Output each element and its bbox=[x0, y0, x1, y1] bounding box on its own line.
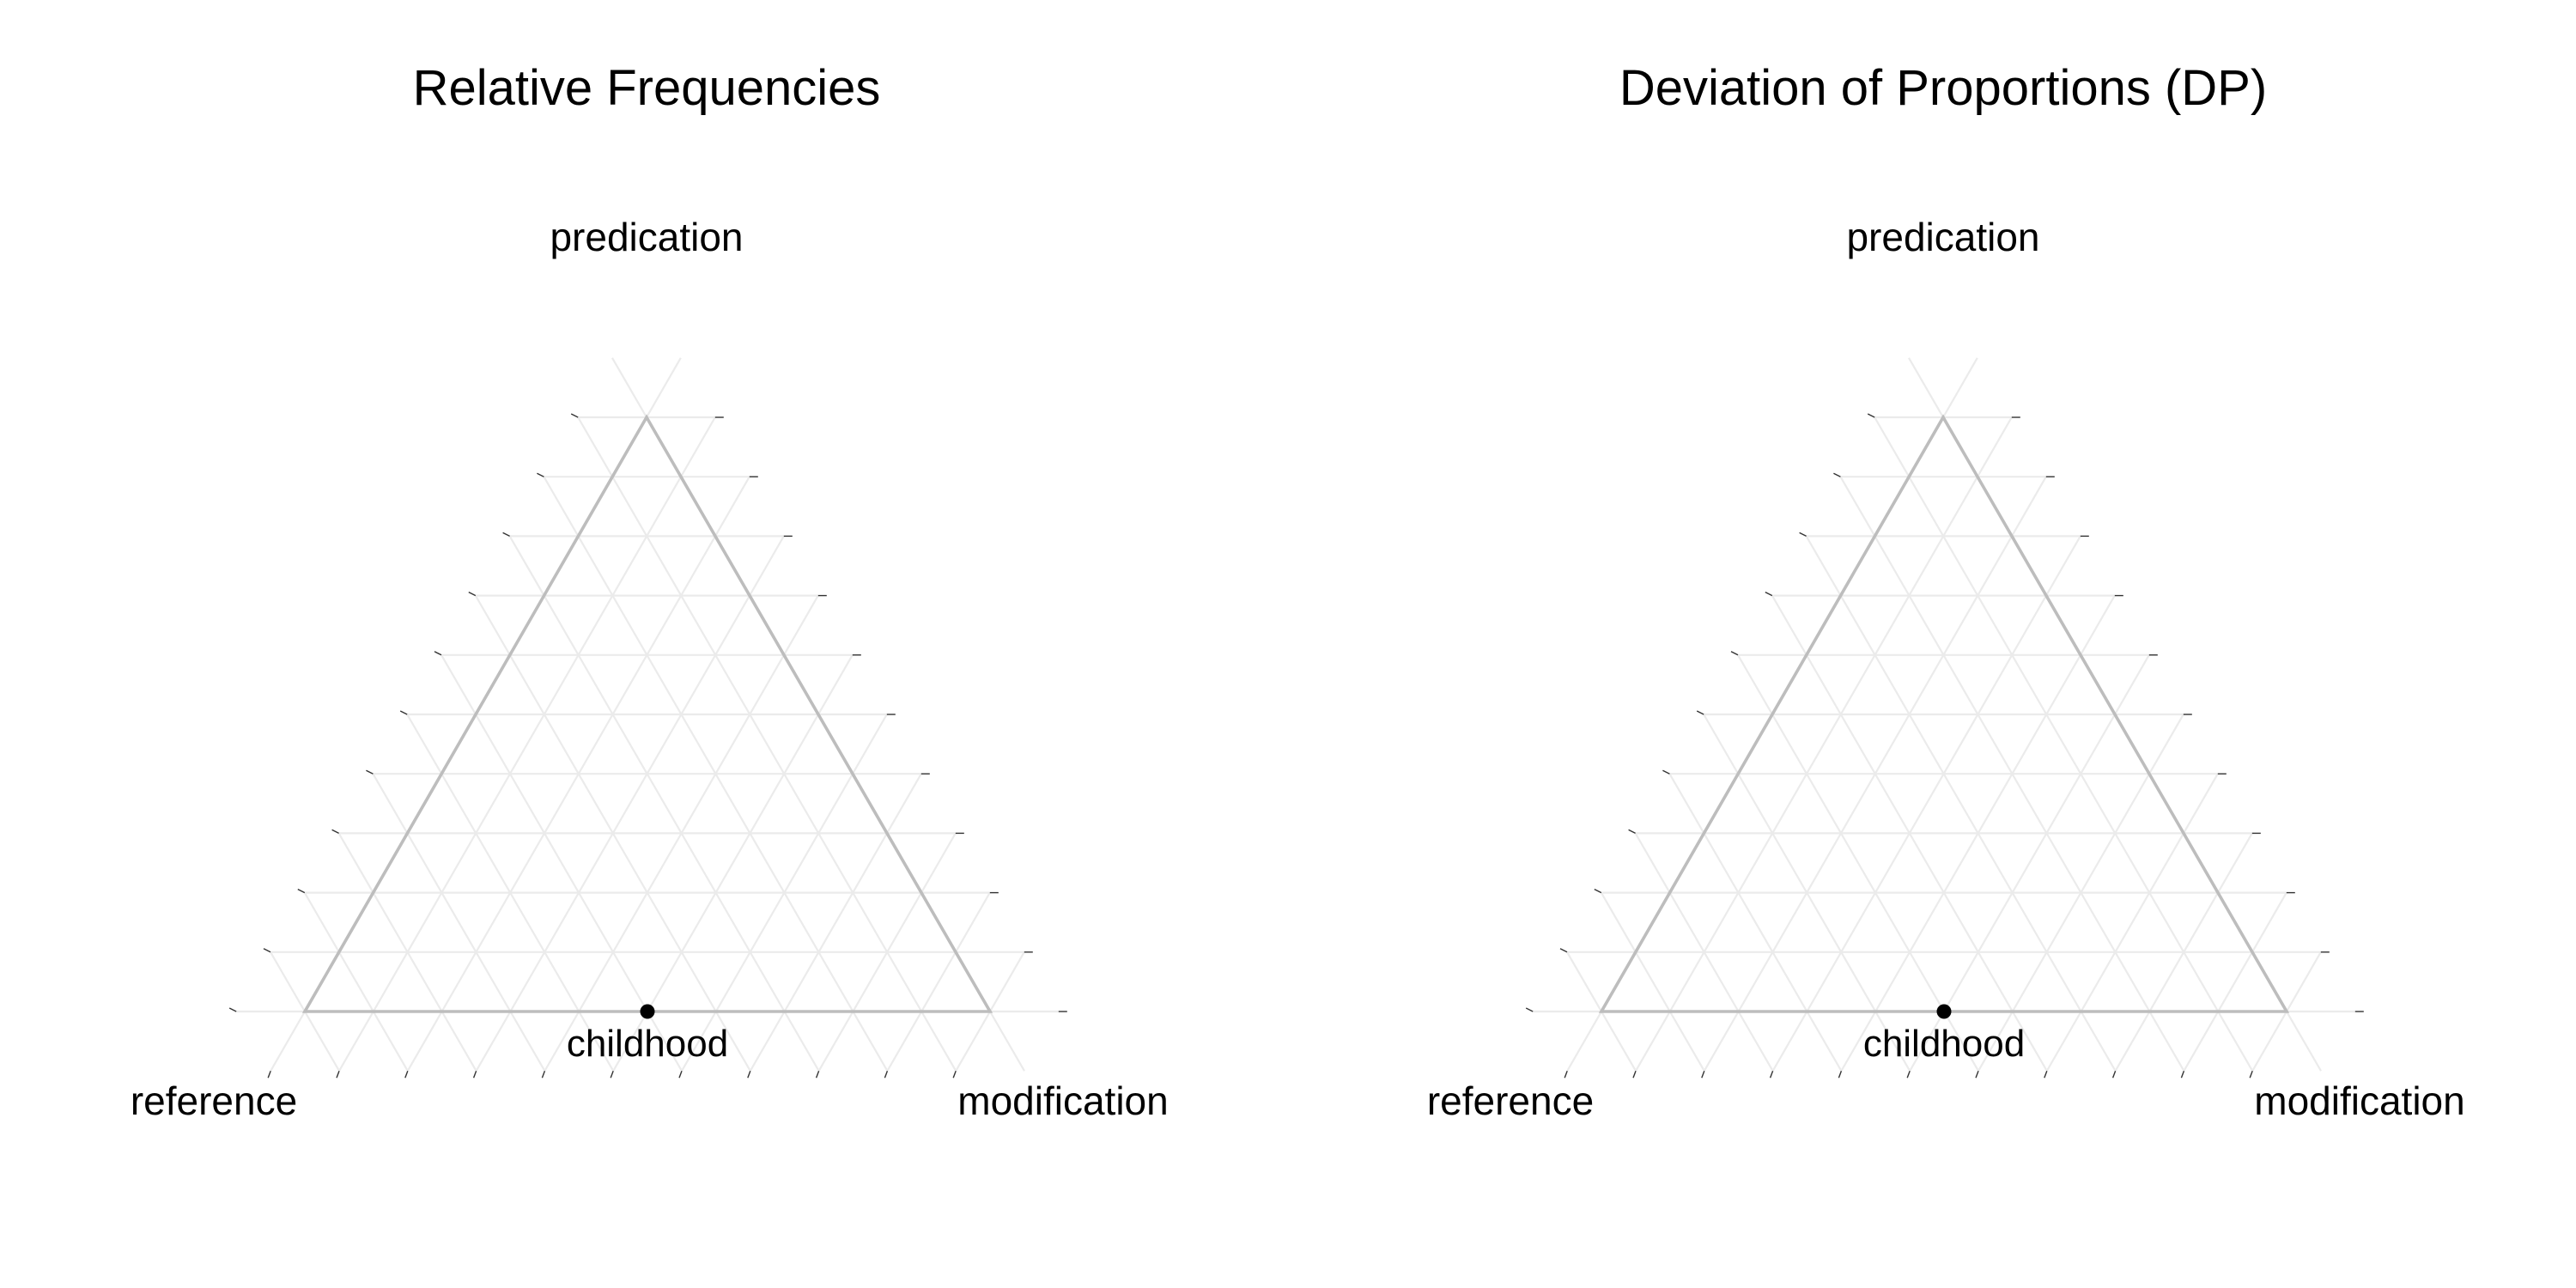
grid-line-modification bbox=[612, 654, 854, 1072]
tick-mark bbox=[1662, 769, 1670, 775]
grid-line-reference bbox=[1600, 892, 1705, 1072]
grid-line-modification bbox=[1635, 416, 2013, 1072]
axis-label-left: reference bbox=[1427, 1078, 1594, 1123]
axis-label-right: modification bbox=[2254, 1078, 2464, 1123]
tick-mark bbox=[1906, 1070, 1911, 1078]
tick-mark bbox=[366, 769, 374, 775]
tick-mark bbox=[1975, 1070, 1979, 1078]
grid-line-modification bbox=[817, 832, 957, 1072]
tick-mark bbox=[1525, 1007, 1534, 1012]
panel-relative-frequencies: Relative Frequencies predication referen… bbox=[131, 60, 1169, 1123]
tick-mark bbox=[1833, 472, 1841, 477]
grid-line-modification bbox=[338, 416, 716, 1072]
grid-line-reference bbox=[1805, 535, 2117, 1072]
axis-label-top: predication bbox=[550, 215, 743, 259]
tick-mark bbox=[884, 1070, 889, 1078]
grid-line-modification bbox=[1840, 595, 2116, 1072]
tick-mark bbox=[1628, 829, 1636, 835]
grid-line-modification bbox=[886, 892, 991, 1072]
tick-mark bbox=[434, 651, 442, 656]
tick-mark bbox=[952, 1070, 957, 1078]
tick-mark bbox=[541, 1070, 546, 1078]
tick-mark bbox=[2044, 1070, 2048, 1078]
tick-mark bbox=[1696, 710, 1704, 715]
tick-mark bbox=[1632, 1070, 1637, 1078]
tick-mark bbox=[1559, 948, 1568, 953]
grid-line-modification bbox=[475, 535, 785, 1072]
tick-mark bbox=[228, 1007, 237, 1012]
axis-label-left: reference bbox=[131, 1078, 297, 1123]
tick-mark bbox=[678, 1070, 683, 1078]
tick-mark bbox=[2180, 1070, 2185, 1078]
tick-mark bbox=[336, 1070, 340, 1078]
tick-mark bbox=[747, 1070, 751, 1078]
tick-mark bbox=[1730, 651, 1739, 656]
grid-line-reference bbox=[577, 416, 957, 1072]
tick-mark bbox=[297, 888, 306, 894]
grid-line-modification bbox=[1909, 654, 2150, 1072]
data-point-label: childhood bbox=[1863, 1023, 2025, 1065]
tick-mark bbox=[2249, 1070, 2253, 1078]
grid bbox=[1525, 357, 2364, 1078]
grid-line-reference bbox=[508, 535, 820, 1072]
tick-mark bbox=[267, 1070, 271, 1078]
chart-title: Deviation of Proportions (DP) bbox=[1619, 60, 2267, 116]
grid-line-reference bbox=[1771, 595, 2048, 1072]
tick-mark bbox=[263, 948, 271, 953]
grid-line-modification bbox=[2114, 832, 2253, 1072]
grid-line-reference bbox=[1737, 654, 1979, 1072]
tick-mark bbox=[1701, 1070, 1705, 1078]
grid-line-reference bbox=[303, 892, 409, 1072]
chart-title: Relative Frequencies bbox=[413, 60, 881, 116]
tick-mark bbox=[815, 1070, 820, 1078]
grid-line-modification bbox=[544, 595, 819, 1072]
data-points: childhood bbox=[1863, 1004, 2025, 1065]
tick-mark bbox=[1564, 1070, 1568, 1078]
tick-mark bbox=[2111, 1070, 2117, 1078]
grid-line-reference bbox=[474, 595, 751, 1072]
grid-line-reference bbox=[440, 654, 683, 1072]
tick-mark bbox=[610, 1070, 614, 1078]
tick-mark bbox=[1765, 591, 1773, 597]
tick-mark bbox=[399, 710, 408, 715]
grid-line-modification bbox=[1771, 535, 2081, 1072]
data-points: childhood bbox=[567, 1004, 728, 1065]
tick-mark bbox=[1799, 532, 1807, 538]
grid-line-modification bbox=[2045, 773, 2219, 1072]
grid-line-reference bbox=[372, 773, 546, 1072]
tick-mark bbox=[472, 1070, 477, 1078]
tick-mark bbox=[1769, 1070, 1774, 1078]
axis-label-right: modification bbox=[957, 1078, 1168, 1123]
axis-label-top: predication bbox=[1846, 215, 2039, 259]
grid-line-reference bbox=[337, 832, 477, 1072]
grid-line-reference bbox=[1874, 416, 2254, 1072]
tick-mark bbox=[1594, 888, 1602, 894]
tick-mark bbox=[502, 532, 510, 538]
tick-mark bbox=[537, 472, 544, 477]
grid-line-reference bbox=[1668, 773, 1843, 1072]
grid-line-modification bbox=[749, 773, 922, 1072]
tick-mark bbox=[1867, 413, 1875, 418]
data-point-label: childhood bbox=[567, 1023, 728, 1065]
tick-mark bbox=[1838, 1070, 1843, 1078]
tick-mark bbox=[468, 591, 477, 597]
panel-deviation-of-proportions: Deviation of Proportions (DP) predicatio… bbox=[1427, 60, 2465, 1123]
data-point bbox=[1936, 1004, 1952, 1019]
tick-mark bbox=[331, 829, 339, 835]
tick-mark bbox=[570, 413, 579, 418]
grid-line-modification bbox=[2183, 892, 2287, 1072]
grid bbox=[228, 357, 1067, 1078]
data-point bbox=[640, 1004, 655, 1019]
tick-mark bbox=[404, 1070, 409, 1078]
grid-line-reference bbox=[1634, 832, 1774, 1072]
